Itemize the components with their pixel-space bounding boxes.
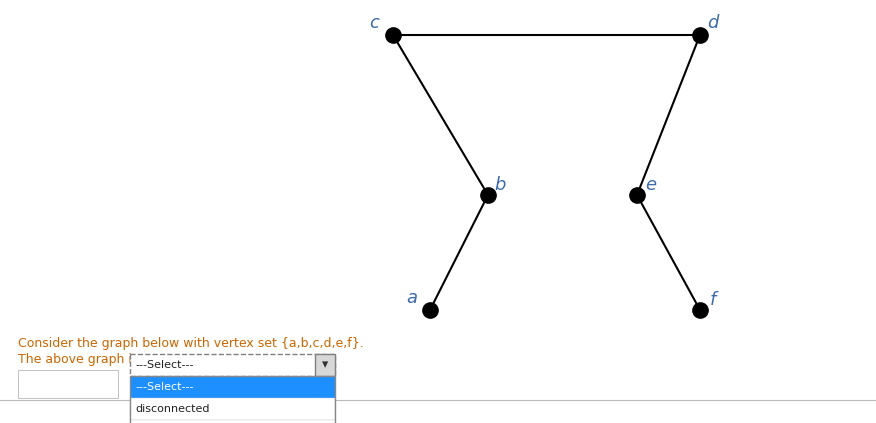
Text: $c$: $c$ xyxy=(369,14,381,32)
Text: $b$: $b$ xyxy=(494,176,506,194)
Text: ---Select---: ---Select--- xyxy=(135,382,194,392)
Text: ▾: ▾ xyxy=(321,359,328,371)
Bar xyxy=(18,370,118,398)
Text: $f$: $f$ xyxy=(709,291,719,309)
Text: $a$: $a$ xyxy=(406,289,418,307)
Bar xyxy=(130,376,335,423)
Bar xyxy=(315,354,335,376)
Text: $e$: $e$ xyxy=(645,176,657,194)
Text: disconnected: disconnected xyxy=(135,404,209,414)
Text: The above graph is: The above graph is xyxy=(18,354,138,366)
Text: Consider the graph below with vertex set {a,b,c,d,e,f}.: Consider the graph below with vertex set… xyxy=(18,337,364,349)
Bar xyxy=(130,354,335,376)
Text: $d$: $d$ xyxy=(707,14,721,32)
Text: ---Select---: ---Select--- xyxy=(135,360,194,370)
Bar xyxy=(130,376,335,398)
Bar xyxy=(130,398,335,420)
Bar xyxy=(130,420,335,423)
